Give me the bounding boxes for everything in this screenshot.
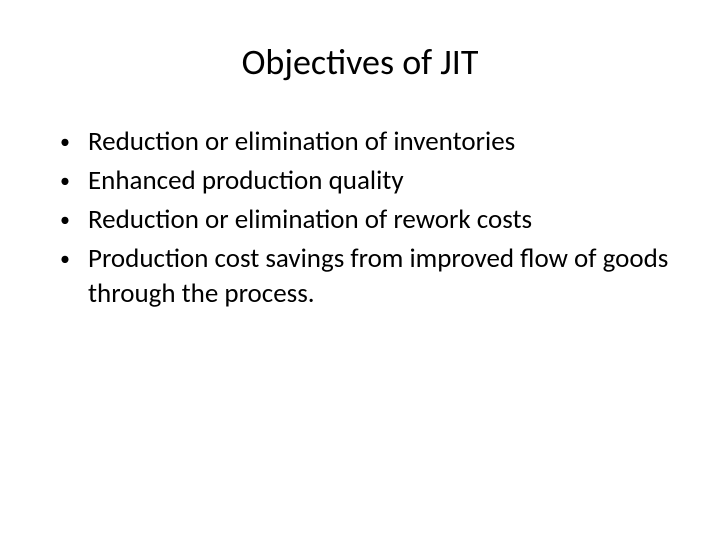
list-item: • Production cost savings from improved … [60, 241, 680, 311]
bullet-text: Reduction or elimination of rework costs [88, 202, 680, 237]
bullet-icon: • [60, 241, 88, 272]
bullet-icon: • [60, 124, 88, 155]
slide-title: Objectives of JIT [40, 40, 680, 84]
list-item: • Reduction or elimination of rework cos… [60, 202, 680, 237]
list-item: • Enhanced production quality [60, 163, 680, 198]
bullet-text: Enhanced production quality [88, 163, 680, 198]
list-item: • Reduction or elimination of inventorie… [60, 124, 680, 159]
bullet-list: • Reduction or elimination of inventorie… [40, 124, 680, 311]
bullet-icon: • [60, 202, 88, 233]
slide-container: Objectives of JIT • Reduction or elimina… [0, 0, 720, 540]
bullet-text: Production cost savings from improved fl… [88, 241, 680, 311]
bullet-text: Reduction or elimination of inventories [88, 124, 680, 159]
bullet-icon: • [60, 163, 88, 194]
